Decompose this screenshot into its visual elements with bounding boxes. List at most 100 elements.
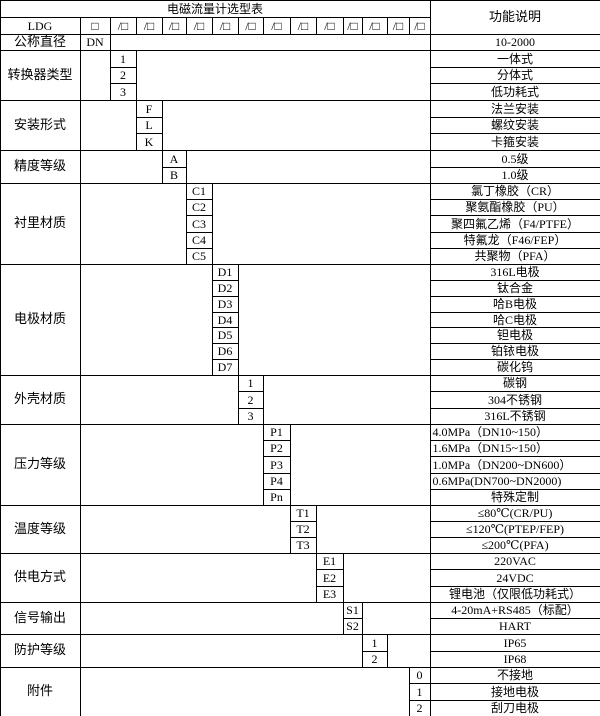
function-header: 功能说明 <box>429 0 600 35</box>
blank-cell <box>79 99 137 151</box>
blank-cell <box>185 149 431 184</box>
option-function: 锂电池（仅限低功耗式） <box>429 585 600 603</box>
option-code: D6 <box>211 342 239 360</box>
option-function: IP65 <box>429 633 600 652</box>
option-code: 2 <box>109 66 137 84</box>
option-function: 法兰安装 <box>429 99 600 118</box>
option-function: 1.0MPa（DN200~DN600） <box>429 455 600 474</box>
option-function: 钛合金 <box>429 279 600 297</box>
model-slot-box: /□ <box>361 16 388 35</box>
blank-cell <box>79 552 317 603</box>
model-slot-box: /□ <box>289 16 317 35</box>
model-slot-box: /□ <box>211 16 239 35</box>
option-function: 316L电极 <box>429 263 600 281</box>
option-code: D4 <box>211 311 239 328</box>
blank-cell <box>79 666 410 716</box>
blank-cell <box>109 33 431 51</box>
table-title: 电磁流量计选型表 <box>0 0 431 18</box>
option-function: HART <box>429 617 600 635</box>
option-code: 0 <box>408 666 431 684</box>
option-code: D3 <box>211 295 239 313</box>
option-function: 不接地 <box>429 666 600 684</box>
blank-cell <box>79 49 111 101</box>
blank-cell <box>211 182 431 265</box>
option-code: P4 <box>262 472 291 490</box>
option-code: C4 <box>185 231 213 249</box>
option-function: 聚四氟乙烯（F4/PTFE） <box>429 214 600 233</box>
option-function: 316L不锈钢 <box>429 407 600 425</box>
option-code: T2 <box>289 520 317 538</box>
group-label: 外壳材质 <box>0 374 81 425</box>
group-label: 防护等级 <box>0 633 81 668</box>
option-code: B <box>161 166 187 184</box>
option-code: 1 <box>408 682 431 701</box>
option-function: 聚氨酯橡胶（PU） <box>429 198 600 216</box>
blank-cell <box>342 552 431 603</box>
row-label: 公称直径 <box>0 33 81 51</box>
model-slot-box: /□ <box>342 16 363 35</box>
group-label: 温度等级 <box>0 504 81 554</box>
option-code: T3 <box>289 536 317 554</box>
model-prefix: LDG <box>0 16 81 35</box>
model-slot-box: /□ <box>408 16 431 35</box>
model-slot-box: /□ <box>135 16 163 35</box>
blank-cell <box>161 99 431 151</box>
model-slot-box: /□ <box>237 16 264 35</box>
option-code: K <box>135 132 163 151</box>
option-code: E2 <box>315 568 344 587</box>
option-code: 2 <box>237 390 264 409</box>
option-code: L <box>135 116 163 134</box>
model-slot-box: /□ <box>161 16 187 35</box>
option-function: 刮刀电极 <box>429 699 600 716</box>
option-function: 铂铱电极 <box>429 342 600 360</box>
option-code: 1 <box>109 49 137 68</box>
option-code: C3 <box>185 214 213 233</box>
option-code: P1 <box>262 423 291 441</box>
option-code: C2 <box>185 198 213 216</box>
option-function: 4-20mA+RS485（标配） <box>429 601 600 619</box>
option-function: 1.6MPa（DN15~150） <box>429 439 600 457</box>
option-function: ≤80℃(CR/PU) <box>429 504 600 522</box>
group-label: 压力等级 <box>0 423 81 506</box>
option-code: 1 <box>237 374 264 392</box>
blank-cell <box>79 182 187 265</box>
model-slot-box: /□ <box>315 16 344 35</box>
blank-cell <box>79 263 213 376</box>
blank-cell <box>135 49 431 101</box>
option-function: 0.5级 <box>429 149 600 168</box>
option-code: C1 <box>185 182 213 200</box>
option-function: 共聚物（PFA） <box>429 247 600 265</box>
group-label: 附件 <box>0 666 81 716</box>
option-code: D5 <box>211 326 239 344</box>
blank-cell <box>237 263 431 376</box>
option-code: Pn <box>262 488 291 506</box>
group-label: 安装形式 <box>0 99 81 151</box>
option-function: IP68 <box>429 650 600 668</box>
option-code: T1 <box>289 504 317 522</box>
option-function: 特氟龙（F46/FEP） <box>429 231 600 249</box>
option-code: S1 <box>342 601 363 619</box>
option-function: 哈C电极 <box>429 311 600 328</box>
option-function: 特殊定制 <box>429 488 600 506</box>
option-code: 3 <box>109 82 137 101</box>
blank-cell <box>79 504 291 554</box>
group-label: 信号输出 <box>0 601 81 635</box>
blank-cell <box>79 149 163 184</box>
option-code: P3 <box>262 455 291 474</box>
option-code: 2 <box>408 699 431 716</box>
model-slot-box: /□ <box>262 16 291 35</box>
option-code: F <box>135 99 163 118</box>
model-slot-box: /□ <box>386 16 410 35</box>
option-function: 24VDC <box>429 568 600 587</box>
option-function: 分体式 <box>429 66 600 84</box>
option-code: E1 <box>315 552 344 570</box>
code-cell: DN <box>79 33 111 51</box>
blank-cell <box>79 374 239 425</box>
option-function: 螺纹安装 <box>429 116 600 134</box>
option-code: 1 <box>361 633 388 652</box>
blank-cell <box>79 601 344 635</box>
blank-cell <box>79 633 363 668</box>
option-function: 一体式 <box>429 49 600 68</box>
option-function: ≤120℃(PTEP/FEP) <box>429 520 600 538</box>
